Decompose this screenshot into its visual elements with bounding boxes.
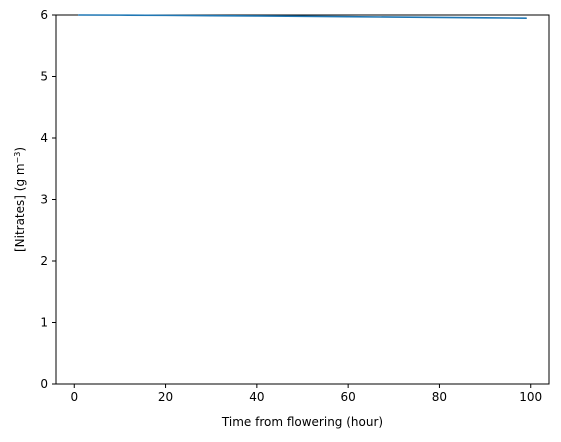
y-axis-label-main: [Nitrates] (g m [13, 163, 27, 252]
y-axis-label: [Nitrates] (g m−3) [13, 147, 28, 252]
y-axis-label-exponent: −3 [13, 152, 22, 164]
x-tick-label: 20 [158, 390, 173, 404]
y-tick-label: 2 [40, 254, 48, 268]
y-tick-label: 0 [40, 377, 48, 391]
y-axis-label-close: ) [13, 147, 27, 152]
x-tick-label: 60 [341, 390, 356, 404]
nitrate-series-line [78, 14, 527, 19]
x-tick-label: 0 [70, 390, 78, 404]
y-axis-ticks: 0 1 2 3 4 5 6 [40, 8, 56, 391]
y-tick-label: 5 [40, 70, 48, 84]
plot-frame [55, 14, 550, 385]
x-tick-label: 40 [249, 390, 264, 404]
y-tick-label: 3 [40, 193, 48, 207]
x-axis-ticks: 0 20 40 60 80 100 [70, 384, 542, 404]
y-tick-label: 6 [40, 8, 48, 22]
x-tick-label: 80 [432, 390, 447, 404]
series-layer [78, 14, 527, 19]
x-axis-label: Time from flowering (hour) [221, 415, 383, 429]
plot-area [55, 14, 550, 385]
x-tick-label: 100 [519, 390, 542, 404]
y-tick-label: 1 [40, 316, 48, 330]
y-tick-label: 4 [40, 131, 48, 145]
